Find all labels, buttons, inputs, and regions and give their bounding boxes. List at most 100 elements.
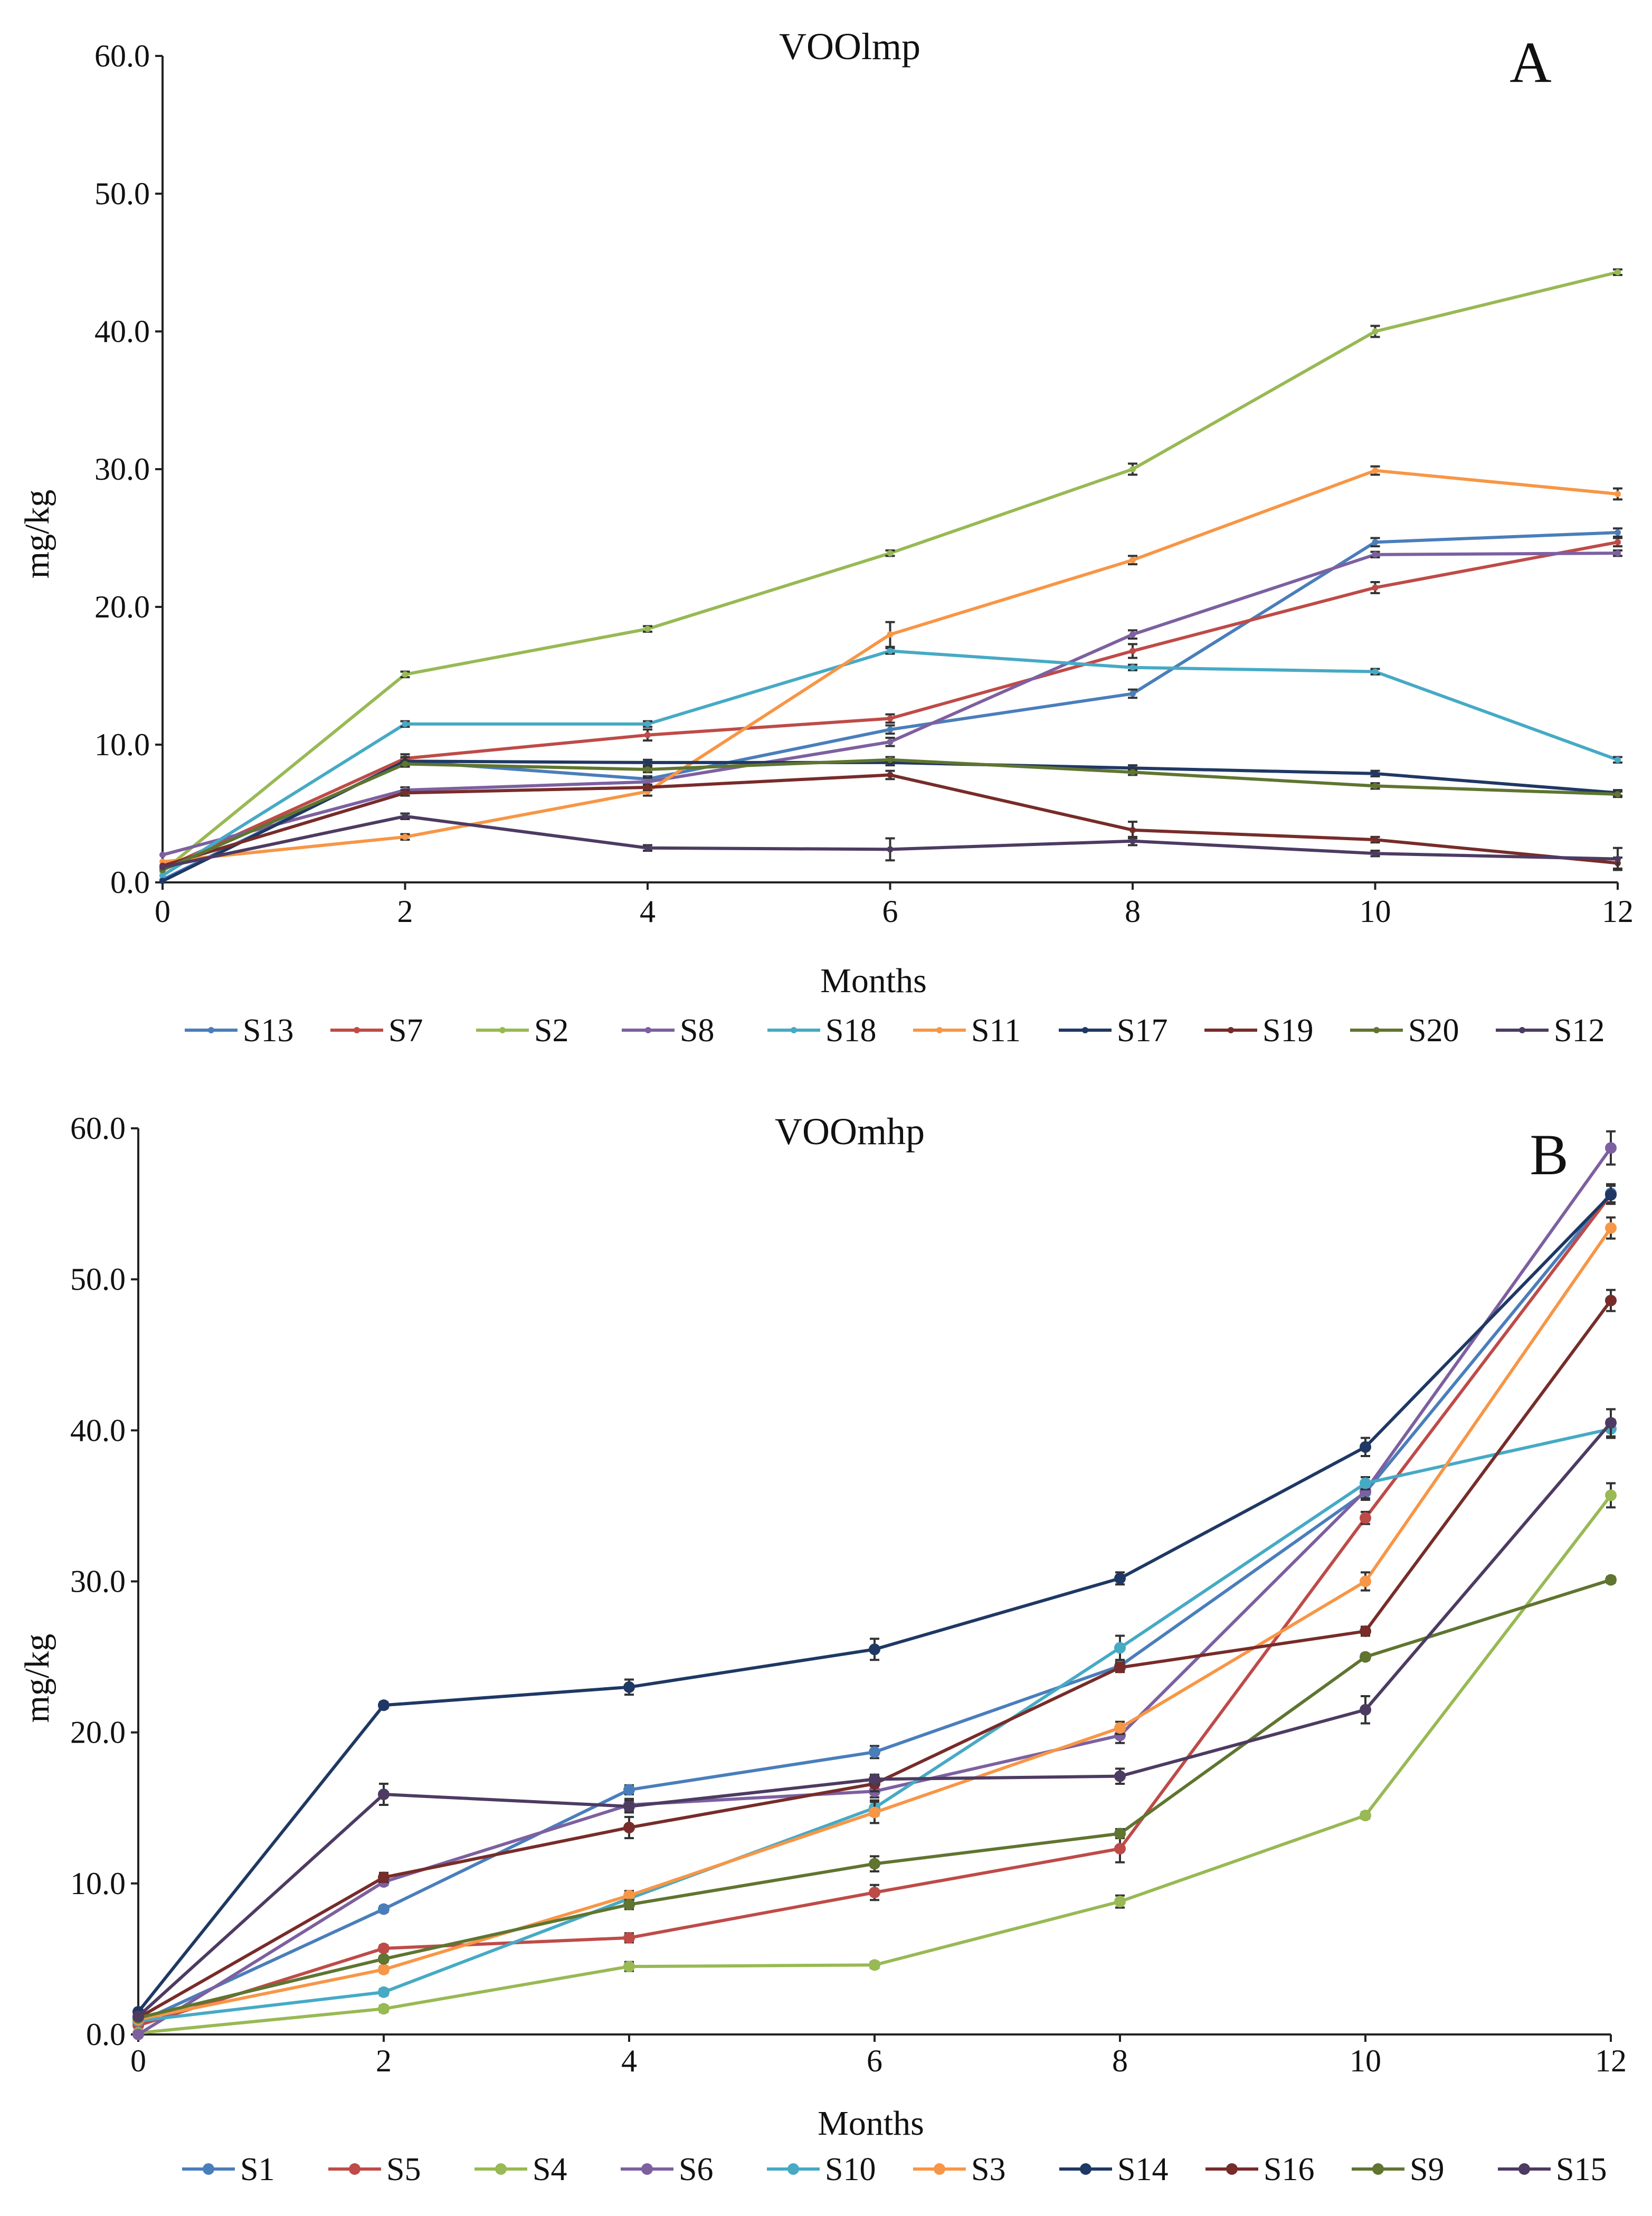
legend-swatch-marker — [495, 2163, 507, 2175]
data-point — [869, 1806, 880, 1819]
data-point — [644, 778, 651, 785]
data-point — [623, 1784, 635, 1796]
legend-label: S1 — [240, 2152, 274, 2188]
data-point — [402, 720, 409, 727]
data-point — [1360, 1575, 1371, 1587]
data-point — [887, 738, 894, 745]
plot-area — [132, 1130, 1617, 2040]
data-point — [1129, 838, 1136, 844]
axes: 0.0 10.0 20.0 30.0 40.0 50.0 60.0 0 2 4 6 8 10 12 — [70, 1111, 1627, 2078]
chart-title: VOOlmp — [779, 25, 920, 68]
legend-item-s8: S8 — [622, 1013, 714, 1049]
legend-swatch-marker — [1080, 2163, 1091, 2175]
legend-swatch-marker — [208, 1027, 214, 1033]
legend-swatch-marker — [1082, 1027, 1088, 1033]
y-tick-label: 40.0 — [70, 1413, 126, 1448]
data-point — [1360, 1441, 1371, 1453]
data-point — [159, 864, 166, 871]
legend-label: S4 — [533, 2152, 567, 2188]
x-tick-label: 8 — [1112, 2043, 1128, 2078]
data-point — [869, 1746, 880, 1758]
x-tick-label: 6 — [882, 894, 898, 929]
data-point — [1605, 1142, 1617, 1154]
data-point — [887, 648, 894, 654]
legend-label: S10 — [825, 2152, 876, 2188]
data-point — [623, 1961, 635, 1973]
data-point — [132, 2029, 144, 2040]
legend-label: S19 — [1262, 1013, 1313, 1049]
data-point — [1372, 467, 1379, 474]
data-point — [644, 784, 651, 791]
data-point — [1114, 1661, 1126, 1673]
data-point — [887, 715, 894, 722]
legend-item-s19: S19 — [1204, 1013, 1313, 1049]
data-point — [644, 731, 651, 738]
y-tick-label: 20.0 — [94, 589, 150, 624]
y-axis-title: mg/kg — [18, 490, 56, 579]
legend-swatch-marker — [203, 2163, 214, 2175]
legend-item-s15: S15 — [1498, 2152, 1607, 2188]
y-tick-label: 0.0 — [110, 865, 150, 900]
series-s6 — [132, 1130, 1617, 2040]
data-point — [869, 1959, 880, 1971]
data-point — [1615, 490, 1621, 497]
legend-item-s1: S1 — [182, 2152, 274, 2188]
data-point — [869, 1643, 880, 1656]
data-point — [1114, 1896, 1126, 1908]
data-point — [1129, 826, 1136, 833]
legend-item-s3: S3 — [913, 2152, 1005, 2188]
y-tick-label: 50.0 — [94, 176, 150, 211]
x-tick-label: 4 — [640, 894, 656, 929]
legend-label: S8 — [680, 1013, 714, 1049]
x-tick-label: 10 — [1350, 2043, 1381, 2078]
data-point — [378, 1788, 390, 1800]
data-point — [1615, 550, 1621, 557]
chart-title: VOOmhp — [775, 1110, 925, 1153]
data-point — [1360, 1704, 1371, 1716]
data-point — [1129, 664, 1136, 671]
data-point — [1360, 1512, 1371, 1524]
data-point — [887, 550, 894, 557]
legend-swatch-marker — [787, 2163, 799, 2175]
legend-item-s9: S9 — [1352, 2152, 1444, 2188]
x-tick-label: 2 — [376, 2043, 392, 2078]
data-point — [869, 1773, 880, 1785]
data-point — [1114, 1828, 1126, 1840]
series-s4 — [132, 1482, 1617, 2039]
data-point — [887, 772, 894, 778]
series-line — [162, 469, 1618, 863]
series-s18 — [159, 647, 1622, 879]
data-point — [159, 872, 166, 879]
x-axis-title: Months — [820, 962, 927, 1000]
data-point — [1372, 770, 1379, 777]
legend-swatch-marker — [1226, 2163, 1238, 2175]
data-point — [1129, 769, 1136, 776]
data-point — [644, 844, 651, 851]
data-point — [623, 1898, 635, 1910]
legend-swatch-marker — [1372, 2163, 1384, 2175]
legend-item-s2: S2 — [476, 1013, 568, 1049]
data-point — [623, 1932, 635, 1944]
legend-swatch-marker — [1519, 1027, 1525, 1033]
data-point — [644, 766, 651, 773]
data-point — [1372, 328, 1379, 335]
data-point — [1129, 648, 1136, 654]
series-line — [162, 551, 1618, 857]
legend-item-s14: S14 — [1059, 2152, 1168, 2188]
data-point — [1129, 631, 1136, 638]
legend-item-s11: S11 — [913, 1013, 1021, 1049]
series-s20 — [159, 756, 1622, 873]
data-point — [402, 790, 409, 796]
series-line — [138, 1494, 1612, 2035]
data-point — [1605, 1489, 1617, 1501]
legend-item-s4: S4 — [474, 2152, 567, 2188]
legend-label: S15 — [1556, 2152, 1607, 2188]
data-point — [1114, 1572, 1126, 1584]
data-point — [644, 720, 651, 727]
legend-item-s18: S18 — [767, 1013, 876, 1049]
legend-swatch-marker — [1228, 1027, 1234, 1033]
legend-swatch-marker — [1518, 2163, 1530, 2175]
data-point — [1605, 1574, 1617, 1586]
data-point — [623, 1800, 635, 1812]
